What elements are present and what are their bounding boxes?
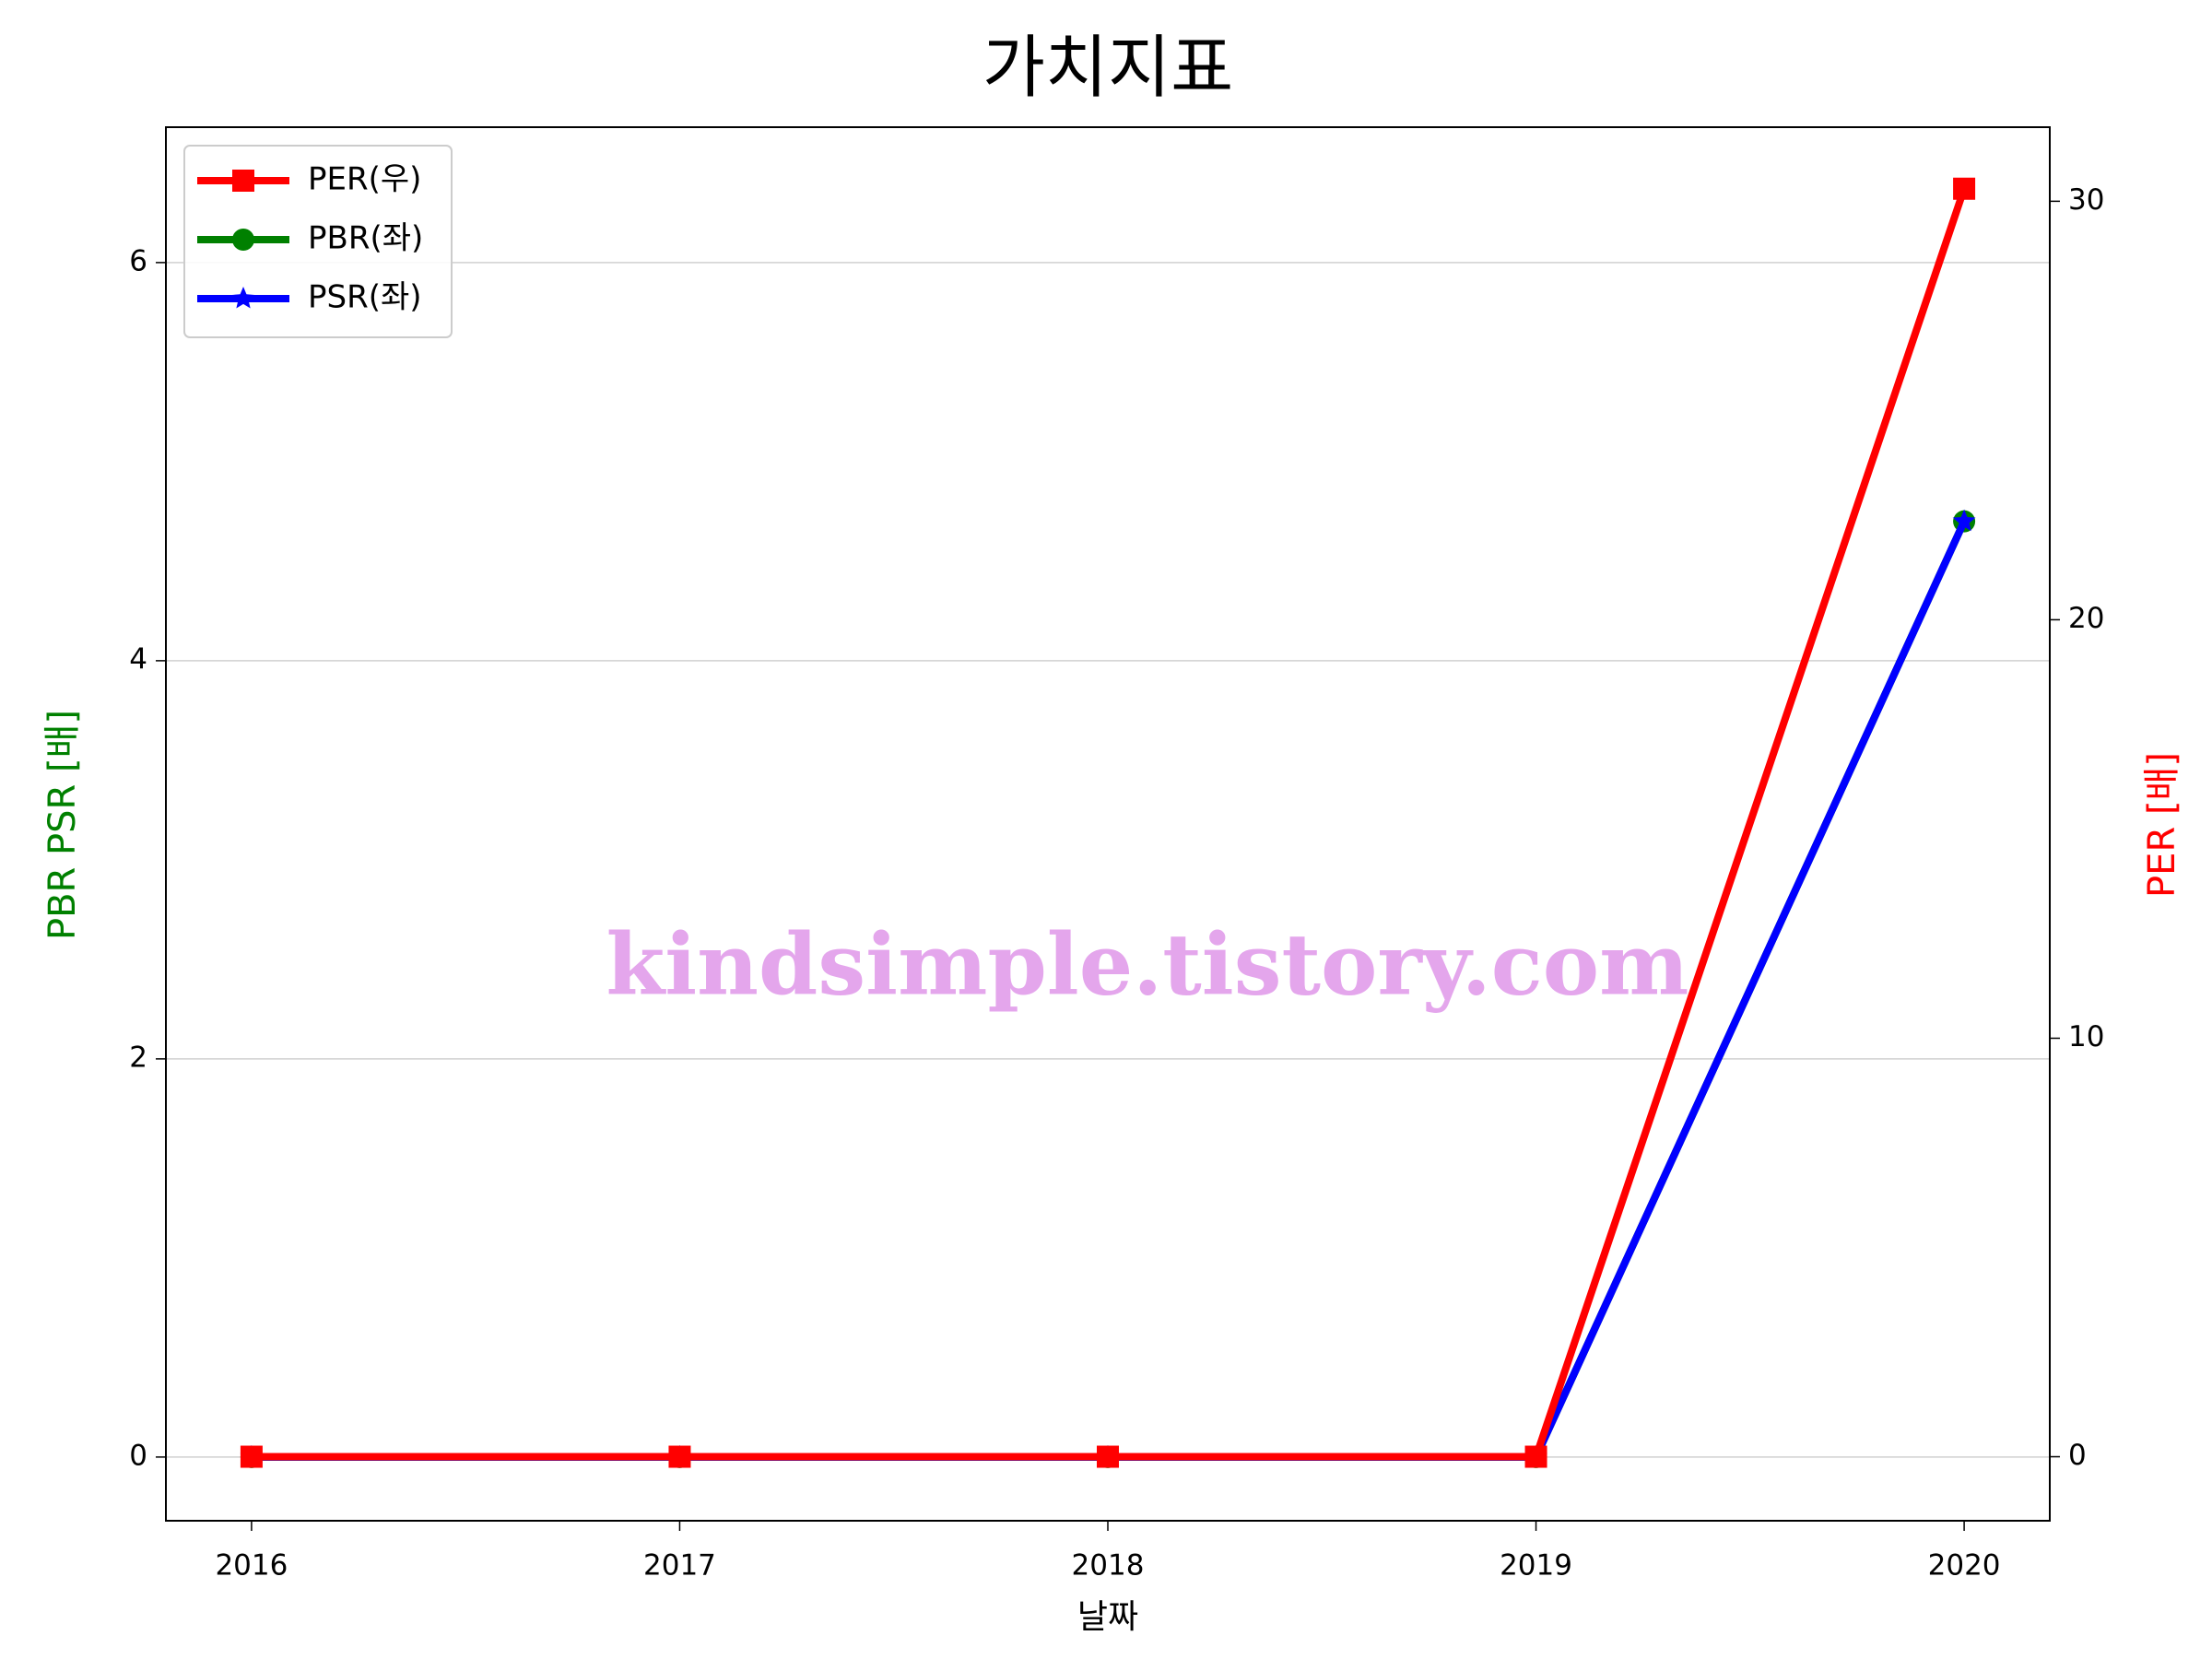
legend-label: PBR(좌): [308, 220, 423, 257]
x-tick-label: 2017: [643, 1549, 716, 1583]
y-tick-label: 6: [129, 244, 147, 277]
x-tick-label: 2019: [1500, 1549, 1572, 1583]
legend-marker: [231, 287, 255, 309]
y2-tick-label: 20: [2068, 602, 2104, 635]
legend-marker: [232, 170, 254, 192]
y2-tick-label: 30: [2068, 183, 2104, 217]
y-tick-label: 0: [129, 1439, 147, 1472]
watermark: kindsimple.tistory.com: [606, 915, 1688, 1015]
y2-tick-label: 10: [2068, 1020, 2104, 1053]
plot-frame: [165, 126, 2051, 1522]
marker: [1952, 509, 1976, 532]
y-tick-label: 2: [129, 1041, 147, 1074]
marker: [1097, 1445, 1119, 1468]
marker: [1524, 1445, 1547, 1468]
marker: [1953, 177, 1976, 200]
x-tick-label: 2018: [1072, 1549, 1145, 1583]
legend-label: PER(우): [308, 161, 421, 198]
x-tick-label: 2016: [215, 1549, 288, 1583]
y-tick-label: 4: [129, 642, 147, 676]
y2-tick-label: 0: [2068, 1439, 2087, 1472]
x-tick-label: 2020: [1928, 1549, 2001, 1583]
legend-label: PSR(좌): [308, 279, 422, 316]
chart-title: 가치지표: [982, 29, 1233, 108]
x-axis-label: 날짜: [1077, 1598, 1138, 1636]
y-axis-label: PBR PSR [배]: [41, 710, 84, 940]
legend-marker: [232, 229, 254, 251]
plot-area: 0 2 4 6 0 10 20 30 2016 2017 2018 2019 2020 kindsimpl…: [129, 126, 2104, 1583]
marker: [240, 1445, 263, 1468]
marker: [668, 1445, 691, 1468]
legend-box: [183, 145, 453, 338]
y2-axis-label: PER [배]: [2141, 752, 2183, 898]
